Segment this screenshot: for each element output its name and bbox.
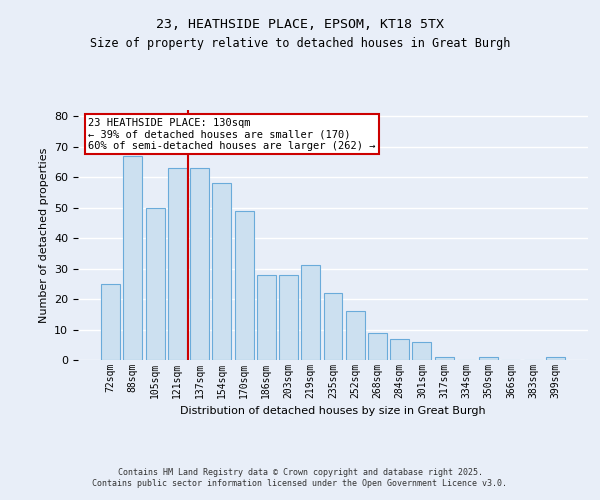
Bar xyxy=(390,338,409,360)
Bar xyxy=(235,210,254,360)
Text: 23 HEATHSIDE PLACE: 130sqm
← 39% of detached houses are smaller (170)
60% of sem: 23 HEATHSIDE PLACE: 130sqm ← 39% of deta… xyxy=(88,118,376,150)
Bar xyxy=(257,274,276,360)
Text: Size of property relative to detached houses in Great Burgh: Size of property relative to detached ho… xyxy=(90,38,510,51)
Bar xyxy=(412,342,431,360)
Bar xyxy=(124,156,142,360)
Bar xyxy=(168,168,187,360)
Bar xyxy=(479,357,498,360)
Bar xyxy=(346,311,365,360)
Bar xyxy=(435,357,454,360)
Bar xyxy=(546,357,565,360)
Text: Contains HM Land Registry data © Crown copyright and database right 2025.
Contai: Contains HM Land Registry data © Crown c… xyxy=(92,468,508,487)
Bar xyxy=(146,208,164,360)
Bar xyxy=(212,183,231,360)
Bar xyxy=(190,168,209,360)
Bar xyxy=(101,284,120,360)
Bar xyxy=(301,266,320,360)
Bar xyxy=(323,293,343,360)
Y-axis label: Number of detached properties: Number of detached properties xyxy=(38,148,49,322)
X-axis label: Distribution of detached houses by size in Great Burgh: Distribution of detached houses by size … xyxy=(180,406,486,416)
Text: 23, HEATHSIDE PLACE, EPSOM, KT18 5TX: 23, HEATHSIDE PLACE, EPSOM, KT18 5TX xyxy=(156,18,444,30)
Bar xyxy=(279,274,298,360)
Bar xyxy=(368,332,387,360)
